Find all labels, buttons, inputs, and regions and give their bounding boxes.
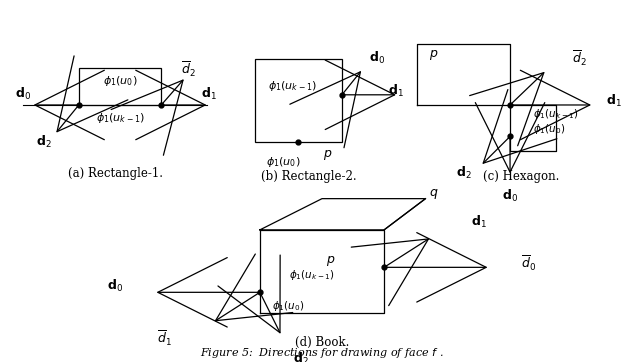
Text: $p$: $p$ bbox=[326, 254, 335, 268]
Text: $q$: $q$ bbox=[429, 188, 439, 202]
Text: $\mathbf{d}_0$: $\mathbf{d}_0$ bbox=[15, 86, 31, 102]
Text: $\mathbf{d}_2$: $\mathbf{d}_2$ bbox=[456, 165, 471, 181]
Text: $\phi_1(u_{k-1})$: $\phi_1(u_{k-1})$ bbox=[533, 107, 579, 121]
Text: (b) Rectangle-2.: (b) Rectangle-2. bbox=[261, 170, 357, 183]
Text: $\mathbf{d}_0$: $\mathbf{d}_0$ bbox=[502, 188, 518, 204]
Text: $\mathbf{d}_2$: $\mathbf{d}_2$ bbox=[36, 134, 52, 150]
Text: (d) Book.: (d) Book. bbox=[295, 336, 349, 349]
Text: $\phi_1(u_{k-1})$: $\phi_1(u_{k-1})$ bbox=[289, 268, 334, 282]
Text: $\mathbf{d}_1$: $\mathbf{d}_1$ bbox=[388, 83, 404, 99]
Text: $\phi_1(u_0)$: $\phi_1(u_0)$ bbox=[272, 299, 305, 312]
Text: Figure 5:  Directions for drawing of face $f$ .: Figure 5: Directions for drawing of face… bbox=[200, 346, 444, 360]
Text: $\mathbf{d}_1$: $\mathbf{d}_1$ bbox=[201, 86, 216, 102]
Text: $p$: $p$ bbox=[323, 148, 332, 162]
Text: $p$: $p$ bbox=[429, 48, 438, 62]
Text: (c) Hexagon.: (c) Hexagon. bbox=[484, 170, 560, 183]
Text: $\mathbf{d}_0$: $\mathbf{d}_0$ bbox=[107, 278, 123, 294]
Text: $\overline{d}_2$: $\overline{d}_2$ bbox=[181, 60, 195, 79]
Text: $\mathbf{d}_1$: $\mathbf{d}_1$ bbox=[471, 214, 488, 230]
Text: $\phi_1(u_{k-1})$: $\phi_1(u_{k-1})$ bbox=[269, 79, 317, 93]
Text: $\mathbf{d}_1$: $\mathbf{d}_1$ bbox=[607, 93, 622, 109]
Text: $\phi_1(u_0)$: $\phi_1(u_0)$ bbox=[102, 74, 137, 88]
Text: $\overline{d}_1$: $\overline{d}_1$ bbox=[157, 328, 172, 348]
Bar bbox=[255, 59, 342, 142]
Text: $\mathbf{d}_2$: $\mathbf{d}_2$ bbox=[294, 351, 309, 362]
Text: $\overline{d}_0$: $\overline{d}_0$ bbox=[522, 253, 536, 273]
Text: (a) Rectangle-1.: (a) Rectangle-1. bbox=[68, 167, 164, 180]
Text: $\phi_1(u_0)$: $\phi_1(u_0)$ bbox=[533, 122, 565, 136]
Text: $\phi_1(u_{k-1})$: $\phi_1(u_{k-1})$ bbox=[96, 111, 144, 125]
Text: $\phi_1(u_0)$: $\phi_1(u_0)$ bbox=[266, 155, 300, 169]
Text: $\overline{d}_2$: $\overline{d}_2$ bbox=[573, 49, 587, 68]
Bar bbox=[79, 68, 161, 105]
Text: $\mathbf{d}_0$: $\mathbf{d}_0$ bbox=[369, 50, 384, 66]
